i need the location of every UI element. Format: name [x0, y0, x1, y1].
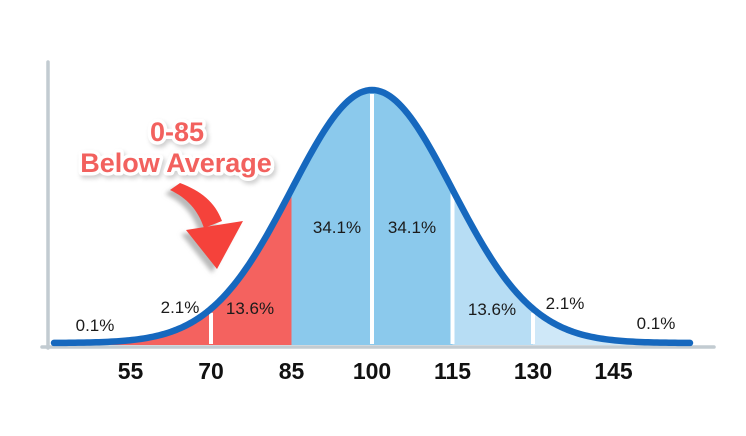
x-tick-label: 100	[353, 358, 391, 384]
x-tick-label: 85	[279, 358, 305, 384]
percent-label: 2.1%	[161, 298, 200, 317]
percent-label: 13.6%	[468, 300, 516, 319]
percent-label: 0.1%	[76, 316, 115, 335]
x-tick-label: 130	[514, 358, 552, 384]
chart-plot-area: 0.1% 2.1% 13.6% 34.1% 34.1% 13.6% 2.1% 0.1% 55 70…	[40, 60, 716, 384]
annotation-text: 0-85 Below Average	[77, 114, 276, 182]
percent-label: 0.1%	[637, 314, 676, 333]
bell-curve-outline	[50, 86, 694, 347]
x-tick-label: 55	[118, 358, 144, 384]
curve-fill-segment	[130, 308, 211, 345]
curve-fill-segment	[533, 308, 614, 345]
x-tick-label: 115	[434, 358, 471, 384]
annotation-below-average: 0-85 Below Average	[77, 114, 276, 269]
percent-label: 34.1%	[313, 218, 361, 237]
annotation-range-text: 0-85	[150, 117, 204, 147]
percent-label: 2.1%	[546, 294, 585, 313]
percent-label: 34.1%	[388, 218, 436, 237]
percent-label: 13.6%	[226, 299, 274, 318]
x-tick-label: 70	[198, 358, 224, 384]
x-tick-label: 145	[594, 358, 633, 384]
annotation-label-text: Below Average	[80, 148, 272, 178]
down-arrow-icon	[170, 183, 243, 269]
